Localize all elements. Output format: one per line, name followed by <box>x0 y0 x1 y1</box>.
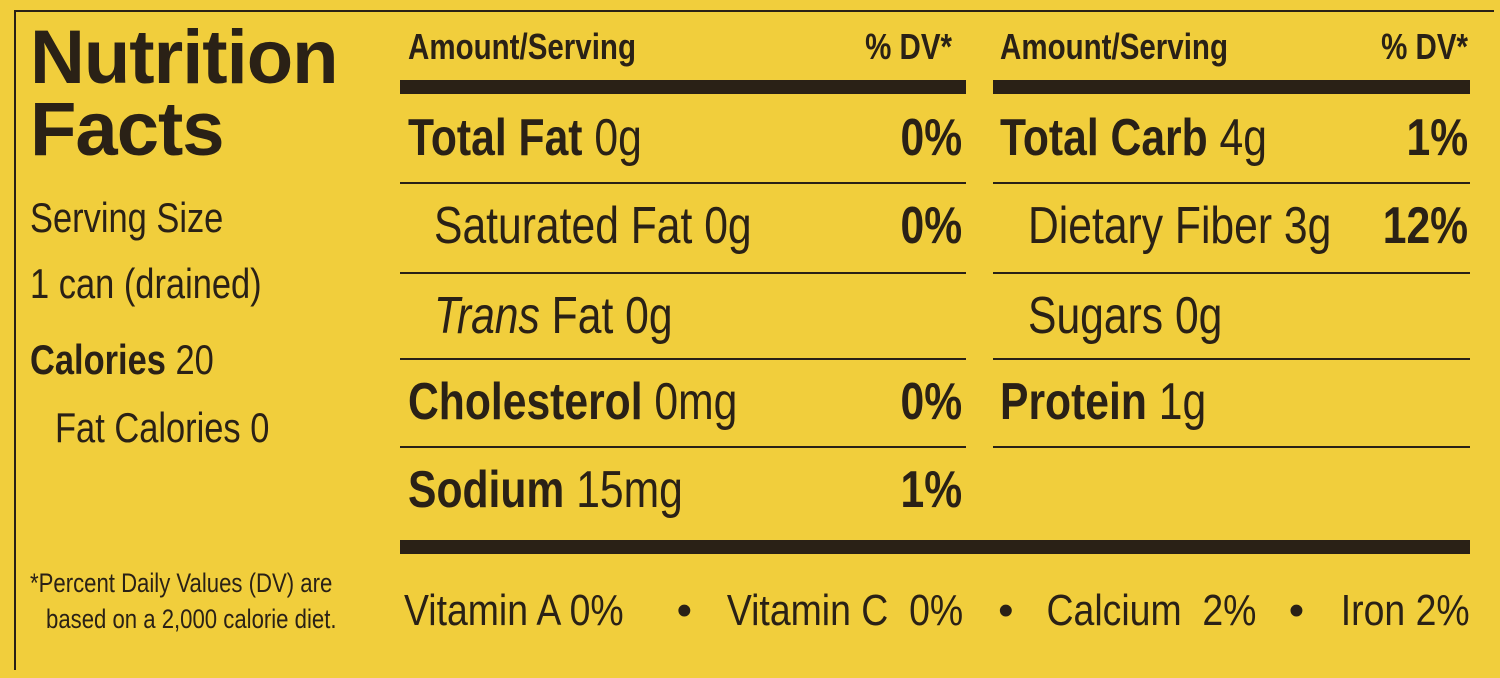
dv-value: 0% <box>900 373 962 431</box>
row-sodium: Sodium 15mg <box>408 460 743 520</box>
fat-calories: Fat Calories 0 <box>55 396 316 460</box>
divider <box>993 182 1470 184</box>
header-bar-left <box>400 80 966 94</box>
dv-saturated-fat: 0% <box>887 196 962 256</box>
nutrient-name: Sugars <box>1028 287 1164 345</box>
nutrient-amount: 0g <box>704 197 752 255</box>
header-amount-text: Amount/Serving <box>408 26 636 67</box>
header-dv-text: % DV* <box>865 26 952 67</box>
dv-value: 0% <box>900 109 962 167</box>
divider <box>400 182 966 184</box>
nutrient-name: Protein <box>1000 373 1147 431</box>
nutrient-name: Dietary Fiber <box>1028 197 1273 255</box>
bullet: • <box>998 586 1014 635</box>
dv-dietary-fiber: 12% <box>1364 196 1468 256</box>
row-trans-fat: Trans Fat 0g <box>434 286 725 346</box>
title: Nutrition Facts <box>30 15 339 172</box>
serving-label: Serving Size <box>30 194 224 241</box>
nutrient-amount: 15mg <box>576 461 683 519</box>
divider <box>993 272 1470 274</box>
row-dietary-fiber: Dietary Fiber 3g <box>1028 196 1398 256</box>
fat-calories-text: Fat Calories 0 <box>55 404 270 451</box>
nutrient-amount: 4g <box>1219 109 1267 167</box>
row-protein: Protein 1g <box>1000 372 1251 432</box>
dv-cholesterol: 0% <box>887 372 962 432</box>
row-saturated-fat: Saturated Fat 0g <box>434 196 821 256</box>
vitamins-row: Vitamin A 0% • Vitamin C 0% • Calcium 2%… <box>404 586 1470 636</box>
header-dv-text: % DV* <box>1381 26 1468 67</box>
nutrient-amount: 3g <box>1283 197 1332 255</box>
nutrient-name: Cholesterol <box>408 373 643 431</box>
bullet: • <box>1288 586 1305 635</box>
dv-value: 1% <box>900 461 962 519</box>
dv-sodium: 1% <box>887 460 962 520</box>
dv-value: 0% <box>900 197 962 255</box>
divider <box>400 446 966 448</box>
nutrient-name: Saturated Fat <box>434 197 693 255</box>
footnote-line-1: *Percent Daily Values (DV) are <box>30 568 333 598</box>
footnote-1: *Percent Daily Values (DV) are <box>30 566 399 600</box>
calories-value: 20 <box>175 336 214 383</box>
vitamin-a: Vitamin A 0% <box>404 586 624 635</box>
calories: Calories 20 <box>30 328 254 392</box>
nutrient-name: Total Carb <box>1000 109 1208 167</box>
calories-label: Calories <box>30 336 166 383</box>
header-amount-left: Amount/Serving <box>408 26 686 68</box>
nutrient-amount: 1g <box>1158 373 1207 431</box>
bullet: • <box>676 586 692 635</box>
row-total-carb: Total Carb 4g <box>1000 108 1326 168</box>
nutrient-name: Total Fat <box>408 109 583 167</box>
serving-size: Serving Size <box>30 186 266 250</box>
header-dv-left: % DV* <box>846 26 952 68</box>
nutrient-name: Sodium <box>408 461 565 519</box>
divider <box>993 358 1470 360</box>
calcium: Calcium 2% <box>1046 586 1257 635</box>
header-dv-right: % DV* <box>1362 26 1468 68</box>
nutrient-amount: 0g <box>1174 287 1223 345</box>
dv-value: 1% <box>1406 109 1468 167</box>
row-sugars: Sugars 0g <box>1028 286 1265 346</box>
nutrient-amount: Fat 0g <box>551 287 673 345</box>
divider <box>400 272 966 274</box>
header-amount-text: Amount/Serving <box>1000 26 1228 67</box>
dv-total-carb: 1% <box>1393 108 1468 168</box>
vitamin-c: Vitamin C 0% <box>726 586 964 635</box>
divider <box>400 358 966 360</box>
title-line-1: Nutrition <box>30 15 339 100</box>
dv-total-fat: 0% <box>887 108 962 168</box>
title-line-2: Facts <box>30 87 225 172</box>
nutrient-name: Trans <box>434 287 540 345</box>
border-left <box>14 10 16 670</box>
serving-value-text: 1 can (drained) <box>30 260 262 307</box>
footnote-line-2: based on a 2,000 calorie diet. <box>46 604 337 634</box>
vitamins-bar <box>400 540 1470 554</box>
header-bar-right <box>993 80 1470 94</box>
iron: Iron 2% <box>1341 586 1470 635</box>
header-amount-right: Amount/Serving <box>1000 26 1278 68</box>
nutrient-amount: 0mg <box>654 373 738 431</box>
footnote-2: based on a 2,000 calorie diet. <box>46 602 400 636</box>
row-cholesterol: Cholesterol 0mg <box>408 372 810 432</box>
serving-value: 1 can (drained) <box>30 252 313 316</box>
dv-value: 12% <box>1382 197 1468 255</box>
border-top <box>14 10 1494 12</box>
row-total-fat: Total Fat 0g <box>408 108 693 168</box>
nutrient-amount: 0g <box>594 109 642 167</box>
divider <box>993 446 1470 448</box>
